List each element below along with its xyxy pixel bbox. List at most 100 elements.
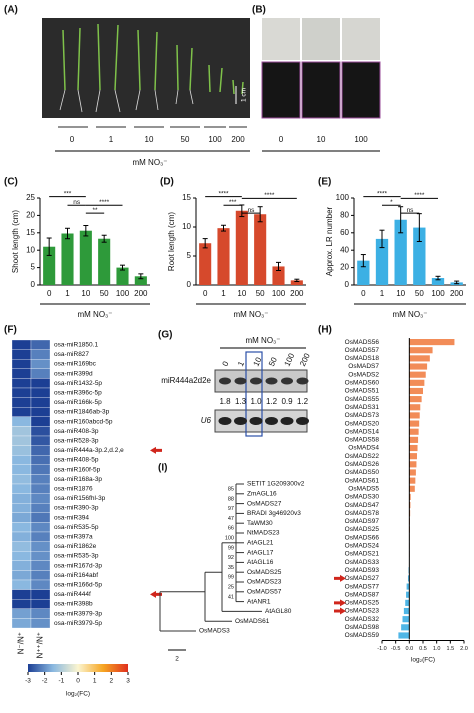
row-label: osa-miR166d-5p	[54, 582, 102, 589]
panel-label: (G)	[158, 330, 172, 341]
bar	[375, 238, 389, 285]
row-label: osa-miR1432-5p	[54, 380, 102, 387]
bar	[116, 267, 129, 285]
y-tick-label: OsMADS2	[348, 371, 379, 378]
x-tick-label: -1.0	[377, 646, 386, 652]
y-tick-label: OsMADS98	[345, 624, 380, 631]
root-photo	[262, 18, 300, 60]
row-label: osa-miR160f-5p	[54, 466, 101, 473]
band-intensity: 1.2	[297, 397, 309, 406]
lane-label: 200	[231, 135, 245, 144]
x-tick-label: 2.0	[460, 646, 468, 652]
heat-cell	[11, 474, 32, 485]
x-tick-label: 1.0	[433, 646, 441, 652]
y-tick-label: OsMADS18	[345, 355, 380, 362]
root-photo	[342, 18, 380, 60]
leaf-label: OsMADS25	[247, 569, 282, 576]
y-tick-label: OsMADS24	[345, 543, 380, 550]
bar	[409, 485, 415, 492]
heat-cell	[11, 359, 32, 369]
row-label: osa-miR444a-3p.2,d.2,e	[54, 447, 124, 454]
scale-label: 1 cm	[241, 88, 248, 102]
blot-band	[234, 417, 247, 425]
y-tick-label: OsMADS7	[348, 363, 379, 370]
heat-cell	[30, 493, 51, 504]
y-tick-label: 5	[31, 263, 36, 272]
bar	[405, 599, 410, 606]
row-label: osa-miR396c-5p	[54, 390, 102, 397]
y-tick-label: 15	[26, 228, 35, 237]
row-label: osa-miR164abf	[54, 572, 98, 579]
x-tick-label: 10	[237, 289, 246, 298]
bootstrap: 99	[228, 545, 234, 551]
panel-label: (I)	[158, 463, 167, 474]
leaf-label: BRADI 3g46920v3	[247, 510, 301, 517]
root-scan	[341, 61, 381, 119]
heat-cell	[11, 397, 32, 408]
bar	[272, 266, 285, 285]
row-label: osa-miR827	[54, 351, 89, 358]
seedling-photo	[42, 18, 250, 118]
heat-cell	[11, 608, 32, 619]
x-tick-label: 200	[134, 289, 148, 298]
heat-cell	[30, 474, 51, 485]
y-tick-label: OsMADS30	[345, 494, 380, 501]
row-label: osa-miR3979-5p	[54, 620, 102, 627]
x-tick-label: 1	[65, 289, 70, 298]
row-label: osa-miR399d	[54, 370, 93, 377]
row-label: osa-miR528-3p	[54, 438, 99, 445]
bar	[409, 444, 418, 452]
y-tick-label: OsMADS78	[345, 510, 380, 517]
heat-cell	[11, 435, 32, 446]
heat-cell	[11, 455, 32, 465]
column-label: N⁺⁺/N⁺	[36, 632, 45, 658]
row-label: osa-miR168a-3p	[54, 476, 102, 483]
arrow	[150, 590, 162, 598]
x-tick-label: 100	[116, 289, 130, 298]
heat-cell	[11, 512, 32, 523]
probe-label: miR444a2d2e	[161, 376, 211, 385]
y-tick-label: OsMADS73	[345, 412, 380, 419]
bar	[406, 591, 410, 598]
y-tick-label: 20	[340, 263, 349, 272]
y-tick-label: OsMADS60	[345, 380, 380, 387]
colorbar-tick-label: -2	[42, 678, 48, 685]
arrow	[150, 446, 162, 454]
bar	[409, 347, 433, 354]
y-tick-label: OsMADS25	[345, 526, 380, 533]
sig-label: ****	[218, 190, 229, 197]
heat-cell	[11, 416, 32, 427]
row-label: osa-miR398b	[54, 601, 93, 608]
x-tick-label: -0.5	[391, 646, 400, 652]
bootstrap: 99	[228, 575, 234, 581]
band-intensity: 1.0	[250, 397, 262, 406]
heat-cell	[30, 378, 51, 389]
bar	[98, 238, 111, 285]
x-tick-label: 0.5	[419, 646, 427, 652]
bar	[409, 502, 411, 509]
lane-label: 50	[181, 135, 190, 144]
blot-band	[281, 377, 293, 385]
colorbar-tick-label: 3	[126, 678, 130, 685]
lane-label: 0	[279, 135, 284, 144]
lane-label: 100	[208, 135, 222, 144]
sig-label: ns	[248, 207, 256, 214]
heat-cell	[30, 464, 51, 475]
sig-label: ***	[64, 190, 72, 197]
x-tick-label: 200	[450, 289, 464, 298]
x-axis-title: mM NO₃⁻	[77, 310, 112, 319]
heat-cell	[11, 560, 32, 571]
row-label: osa-miR397a	[54, 534, 93, 541]
bar	[407, 575, 410, 582]
heat-cell	[11, 483, 32, 494]
bar	[394, 219, 407, 285]
sig-label: ****	[99, 199, 110, 206]
lane-label: 10	[252, 355, 264, 367]
bar	[409, 469, 416, 476]
leaf-label: ZmAGL16	[247, 491, 277, 498]
leaf-label: OsMADS27	[247, 500, 282, 507]
leaf-label: TaWM30	[247, 520, 273, 527]
row-label: osa-miR1862e	[54, 543, 97, 550]
panel-label: (E)	[318, 177, 331, 188]
row-label: osa-miR166k-5p	[54, 399, 102, 406]
